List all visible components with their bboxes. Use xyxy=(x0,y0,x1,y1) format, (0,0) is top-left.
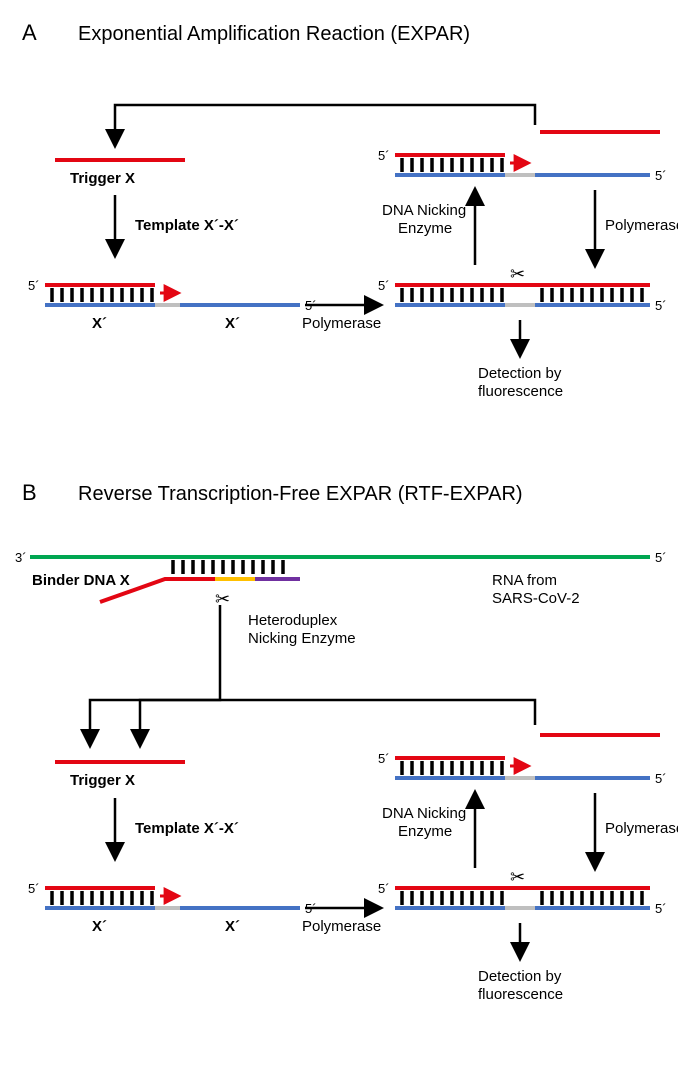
scissors-icon: ✂ xyxy=(510,867,525,887)
svg-text:DNA Nicking: DNA Nicking xyxy=(382,202,466,219)
duplex-bl-b: 5´ 5´ X´ X´ xyxy=(28,881,317,935)
panel-a-letter: A xyxy=(22,20,37,45)
template-label-a: Template X´-X´ xyxy=(135,217,239,234)
duplex-tr-b: 5´ 5´ xyxy=(378,735,667,786)
svg-text:5´: 5´ xyxy=(655,298,667,313)
svg-text:Polymerase: Polymerase xyxy=(605,217,678,234)
svg-text:5´: 5´ xyxy=(378,148,390,163)
svg-text:Template X´-X´: Template X´-X´ xyxy=(135,820,239,837)
svg-text:5´: 5´ xyxy=(378,278,390,293)
duplex-br-b: 5´ 5´ ✂ xyxy=(378,867,667,916)
svg-text:SARS-CoV-2: SARS-CoV-2 xyxy=(492,590,580,607)
svg-text:5´: 5´ xyxy=(378,881,390,896)
svg-text:DNA Nicking: DNA Nicking xyxy=(382,805,466,822)
svg-text:Heteroduplex: Heteroduplex xyxy=(248,612,338,629)
svg-text:X´: X´ xyxy=(225,918,240,935)
diagram-svg: A Exponential Amplification Reaction (EX… xyxy=(0,0,678,1079)
panel-a: A Exponential Amplification Reaction (EX… xyxy=(22,20,678,400)
svg-text:5´: 5´ xyxy=(378,751,390,766)
svg-text:fluorescence: fluorescence xyxy=(478,383,563,400)
feedback-arrow-b xyxy=(140,700,535,745)
panel-b-letter: B xyxy=(22,480,37,505)
svg-text:5´: 5´ xyxy=(655,901,667,916)
svg-text:5´: 5´ xyxy=(655,550,667,565)
arrow-heteroduplex-down xyxy=(90,605,220,745)
duplex-br-a: 5´ 5´ ✂ xyxy=(378,264,667,313)
svg-text:5´: 5´ xyxy=(655,168,667,183)
binder-dna xyxy=(100,560,300,602)
svg-text:X´: X´ xyxy=(225,315,240,332)
scissors-icon: ✂ xyxy=(510,264,525,284)
svg-text:Detection by: Detection by xyxy=(478,365,562,382)
svg-text:Polymerase: Polymerase xyxy=(605,820,678,837)
duplex-tr-a: 5´ 5´ xyxy=(378,132,667,183)
duplex-bl-a: 5´ 5´ X´ X´ xyxy=(28,278,317,332)
svg-text:5´: 5´ xyxy=(28,278,40,293)
panel-b: B Reverse Transcription-Free EXPAR (RTF-… xyxy=(15,480,678,1003)
svg-text:Polymerase: Polymerase xyxy=(302,918,381,935)
svg-text:RNA from: RNA from xyxy=(492,572,557,589)
polymerase-label-a: Polymerase xyxy=(302,315,381,332)
svg-text:Trigger X: Trigger X xyxy=(70,772,135,789)
svg-text:X´: X´ xyxy=(92,315,107,332)
svg-text:5´: 5´ xyxy=(655,771,667,786)
svg-text:Binder DNA X: Binder DNA X xyxy=(32,572,130,589)
panel-b-title: Reverse Transcription-Free EXPAR (RTF-EX… xyxy=(78,483,523,505)
svg-text:5´: 5´ xyxy=(28,881,40,896)
svg-text:Enzyme: Enzyme xyxy=(398,220,452,237)
svg-text:3´: 3´ xyxy=(15,550,27,565)
svg-text:X´: X´ xyxy=(92,918,107,935)
panel-a-title: Exponential Amplification Reaction (EXPA… xyxy=(78,23,470,45)
svg-text:Nicking Enzyme: Nicking Enzyme xyxy=(248,630,356,647)
scissors-icon: ✂ xyxy=(215,589,230,609)
svg-text:Detection by: Detection by xyxy=(478,968,562,985)
trigger-x-label-a: Trigger X xyxy=(70,170,135,187)
svg-text:fluorescence: fluorescence xyxy=(478,986,563,1003)
svg-text:Enzyme: Enzyme xyxy=(398,823,452,840)
figure-container: A Exponential Amplification Reaction (EX… xyxy=(0,0,678,1079)
feedback-arrow-a xyxy=(115,105,535,145)
